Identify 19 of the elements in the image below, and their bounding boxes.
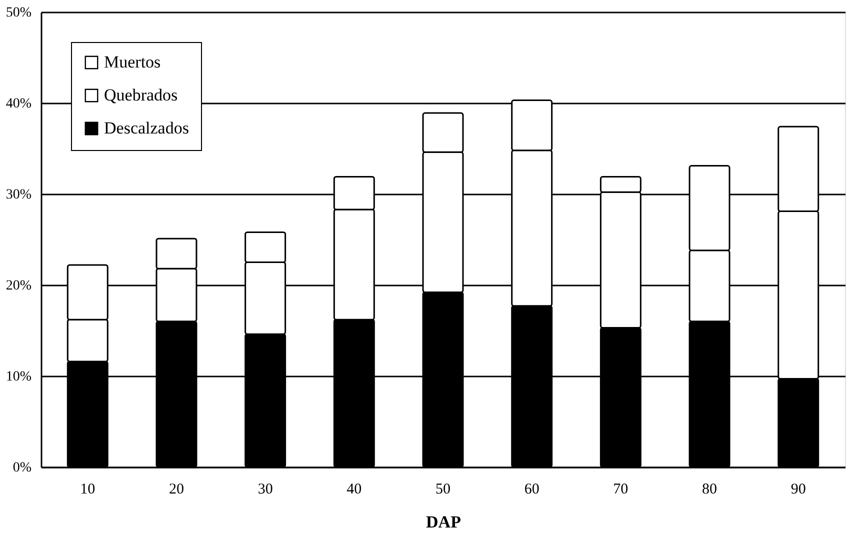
x-tick-label: 60 [524, 482, 540, 498]
y-tick-label: 20% [6, 278, 32, 294]
x-tick-label: 50 [436, 482, 450, 498]
x-tick-label: 40 [346, 482, 362, 498]
legend-label: Descalzados [104, 118, 189, 138]
legend-label: Quebrados [104, 86, 178, 104]
x-tick-label: 10 [80, 482, 96, 498]
y-tick-label: 50% [6, 6, 32, 20]
x-tick-label: 90 [790, 482, 806, 498]
x-axis-title: DAP [426, 512, 461, 532]
x-tick-label: 30 [258, 482, 273, 498]
x-tick-label: 20 [168, 482, 184, 498]
y-tick-label: 40% [6, 96, 32, 112]
x-tick-label: 80 [702, 482, 718, 498]
y-tick-label: 10% [6, 370, 32, 384]
x-tick-label: 70 [613, 482, 628, 498]
legend-label: Muertos [104, 52, 161, 72]
y-tick-label: 30% [6, 188, 32, 202]
y-tick-label: 0% [12, 460, 32, 476]
